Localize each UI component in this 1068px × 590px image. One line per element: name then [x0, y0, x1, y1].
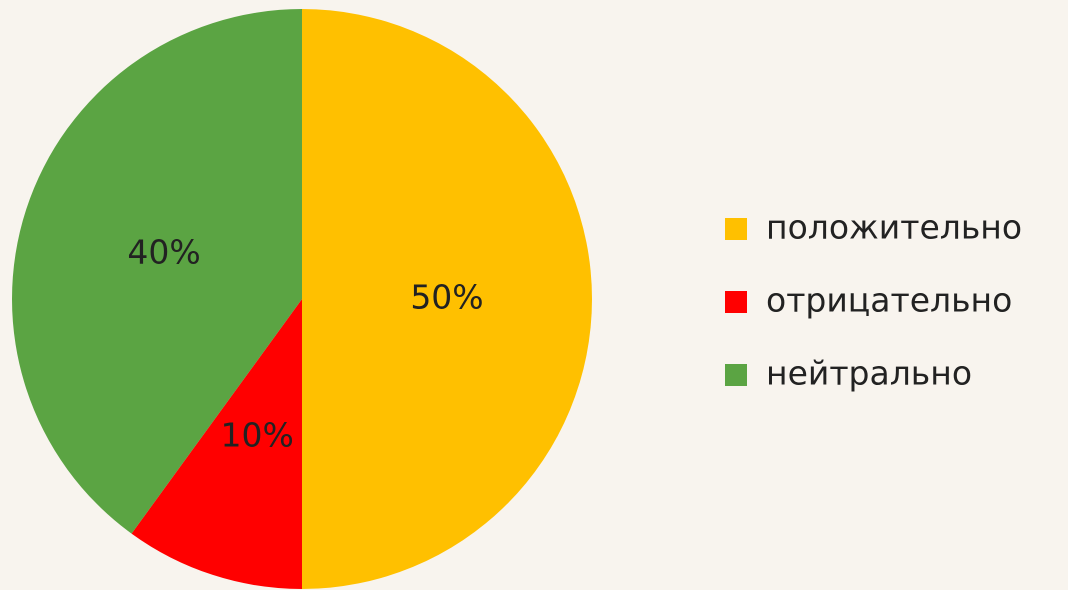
data-label: 40%: [127, 233, 200, 272]
legend-label: отрицательно: [766, 281, 1012, 320]
legend-swatch: [725, 291, 747, 313]
pie-slice: [131, 299, 302, 589]
data-label: 10%: [221, 415, 294, 454]
legend-label: положительно: [766, 208, 1022, 247]
legend-label: нейтрально: [766, 354, 972, 393]
legend-swatch: [725, 218, 747, 240]
legend-swatch: [725, 364, 747, 386]
data-label: 50%: [410, 278, 483, 317]
pie-slice: [11, 9, 302, 534]
pie-slice: [302, 9, 592, 589]
